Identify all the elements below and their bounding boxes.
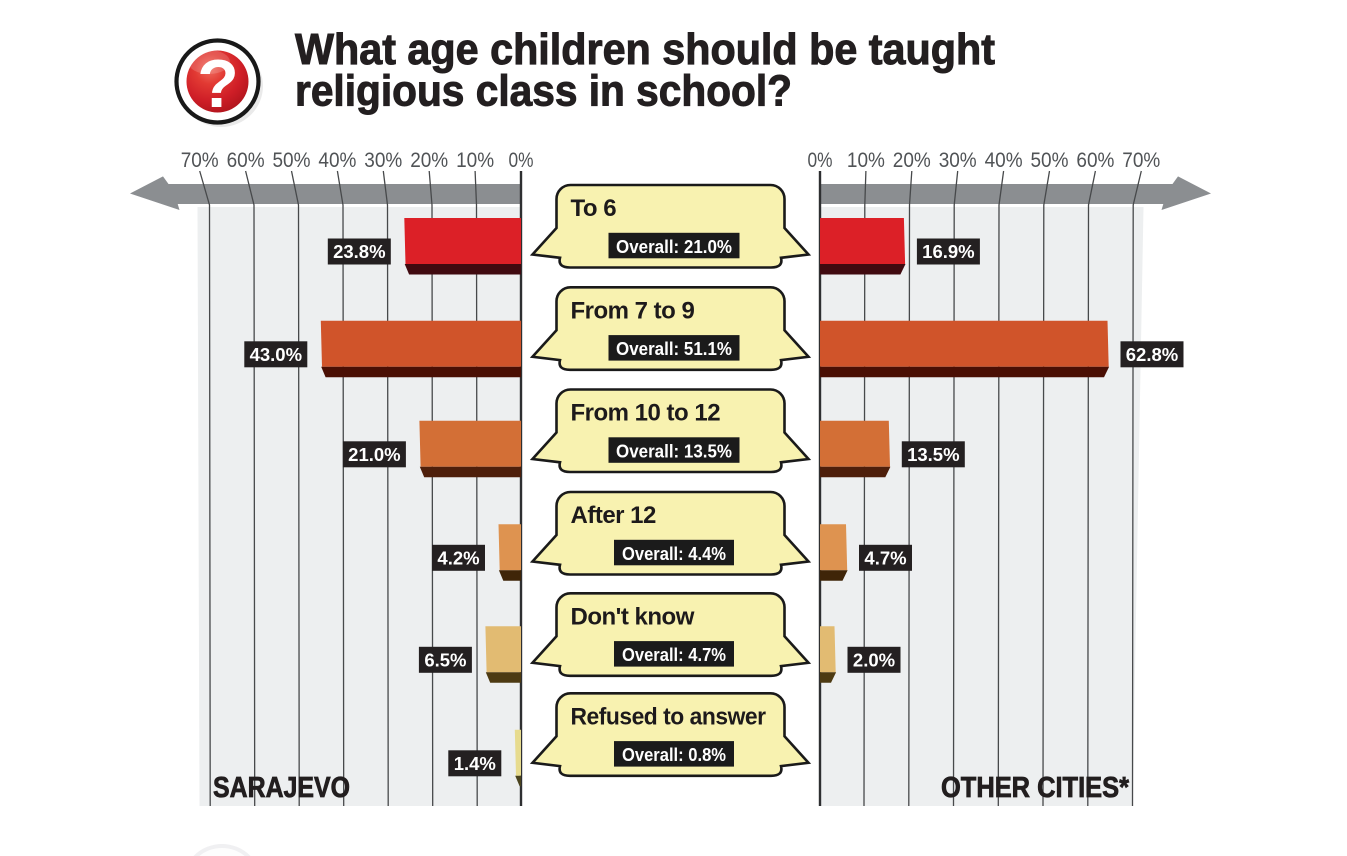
svg-text:Overall: 51.1%: Overall: 51.1% (616, 338, 732, 359)
svg-text:16.9%: 16.9% (922, 241, 974, 262)
svg-text:Overall: 21.0%: Overall: 21.0% (616, 236, 732, 257)
svg-text:What age children should be ta: What age children should be taught (295, 25, 995, 74)
svg-text:?: ? (197, 46, 239, 122)
svg-text:0%: 0% (509, 149, 534, 172)
svg-text:2.0%: 2.0% (853, 649, 895, 670)
svg-text:13.5%: 13.5% (907, 444, 959, 465)
svg-text:60%: 60% (227, 149, 265, 172)
svg-text:30%: 30% (364, 149, 402, 172)
svg-text:6.5%: 6.5% (424, 649, 466, 670)
svg-text:4.7%: 4.7% (864, 547, 906, 568)
svg-text:50%: 50% (1031, 149, 1069, 172)
svg-text:0%: 0% (808, 149, 833, 172)
svg-text:From 10 to 12: From 10 to 12 (571, 400, 721, 427)
svg-text:10%: 10% (847, 149, 885, 172)
svg-text:Overall: 4.7%: Overall: 4.7% (622, 644, 726, 665)
svg-text:Refused to answer: Refused to answer (571, 703, 766, 730)
svg-text:From 7 to 9: From 7 to 9 (571, 297, 695, 324)
svg-text:43.0%: 43.0% (250, 344, 302, 365)
svg-text:Overall: 13.5%: Overall: 13.5% (616, 440, 732, 461)
svg-text:70%: 70% (181, 149, 219, 172)
svg-text:Overall: 0.8%: Overall: 0.8% (622, 744, 726, 765)
svg-text:religious class in school?: religious class in school? (295, 67, 792, 116)
svg-text:30%: 30% (939, 149, 977, 172)
svg-text:OTHER CITIES*: OTHER CITIES* (941, 772, 1130, 804)
svg-text:10%: 10% (456, 149, 494, 172)
svg-text:To 6: To 6 (571, 195, 617, 222)
svg-text:70%: 70% (1122, 149, 1160, 172)
svg-text:21.0%: 21.0% (348, 444, 400, 465)
svg-text:23.8%: 23.8% (333, 241, 385, 262)
svg-text:1.4%: 1.4% (454, 753, 496, 774)
svg-text:Overall: 4.4%: Overall: 4.4% (622, 543, 726, 564)
svg-text:40%: 40% (318, 149, 356, 172)
svg-text:60%: 60% (1076, 149, 1114, 172)
svg-text:20%: 20% (410, 149, 448, 172)
svg-text:20%: 20% (893, 149, 931, 172)
svg-text:4.2%: 4.2% (437, 547, 479, 568)
svg-text:62.8%: 62.8% (1126, 344, 1178, 365)
svg-text:SARAJEVO: SARAJEVO (213, 772, 350, 804)
svg-text:Don't know: Don't know (571, 603, 695, 630)
svg-text:40%: 40% (985, 149, 1023, 172)
svg-text:After 12: After 12 (571, 502, 657, 529)
svg-text:50%: 50% (273, 149, 311, 172)
